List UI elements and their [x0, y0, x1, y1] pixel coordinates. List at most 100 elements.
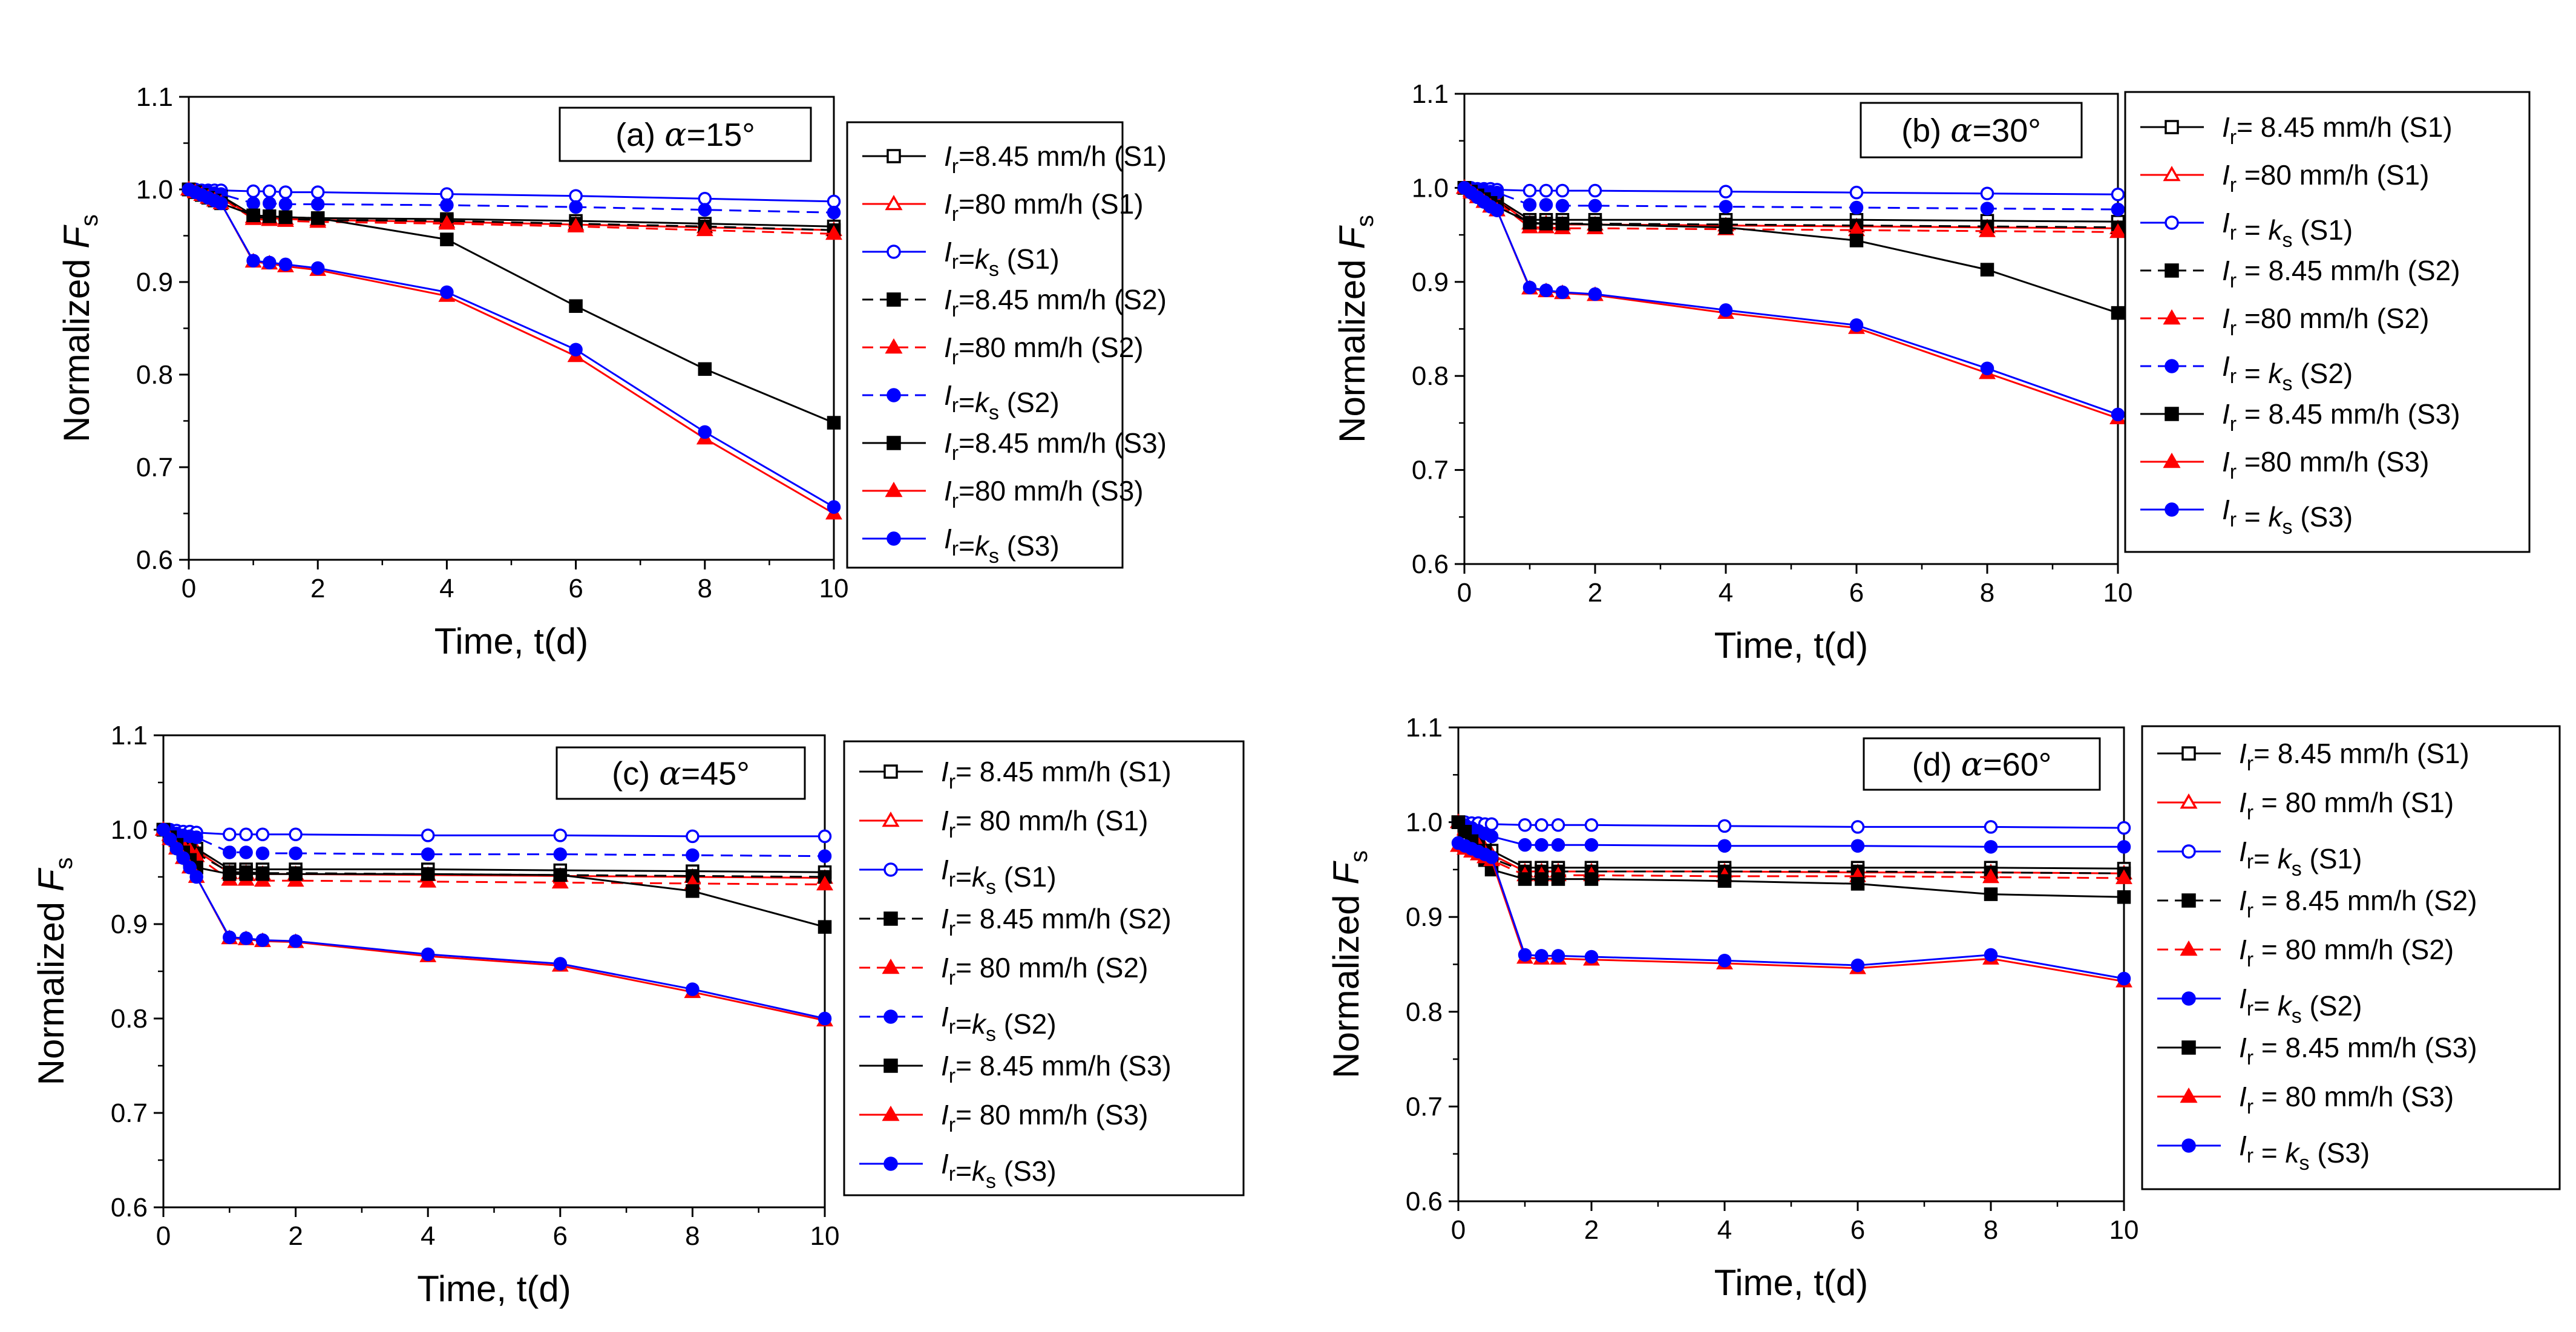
data-point	[1849, 185, 1864, 200]
legend-label: Ir= 8.45 mm/h (S1)	[941, 756, 1172, 793]
data-point	[553, 847, 568, 861]
data-point	[686, 884, 700, 898]
y-tick-label: 0.7	[136, 453, 173, 482]
y-tick-label: 1.1	[1406, 713, 1443, 743]
panel-label-box	[1863, 737, 2101, 791]
y-axis-title: Normalized Fs	[1326, 850, 1372, 1078]
series-line	[1464, 187, 2119, 233]
series-9	[156, 822, 832, 1026]
data-point	[696, 221, 713, 237]
legend-entry-2: Ir=80 mm/h (S1)	[862, 188, 1144, 226]
legend-label: Ir = 8.45 mm/h (S3)	[2222, 398, 2460, 436]
data-point	[1717, 953, 1732, 968]
legend-entry-8: Ir = 80 mm/h (S3)	[2157, 1081, 2454, 1118]
legend-entry-5: Ir= 80 mm/h (S2)	[859, 952, 1148, 989]
chart-panel-a: 0.6 0.7 0.8 0.9 1.0 1.1 0 2 4 6 8 10 Time, t(d) Norma…	[56, 82, 1167, 661]
legend-marker	[887, 436, 901, 450]
data-point	[1518, 948, 1532, 962]
x-tick-label: 6	[553, 1221, 568, 1251]
data-point	[1539, 183, 1553, 198]
y-tick-label: 0.8	[136, 360, 173, 390]
legend-marker	[885, 481, 903, 497]
legend-label: Ir = 80 mm/h (S3)	[2239, 1081, 2454, 1118]
data-point	[2109, 223, 2126, 238]
data-point	[1551, 818, 1565, 832]
data-point	[1522, 280, 1537, 295]
x-tick-label: 0	[182, 574, 196, 603]
x-tick-label: 0	[1451, 1215, 1466, 1245]
y-tick-label: 1.0	[1412, 173, 1449, 203]
legend-entry-5: Ir=80 mm/h (S2)	[862, 332, 1144, 369]
legend-entry-3: Ir = ks (S1)	[2140, 207, 2353, 252]
data-point	[686, 829, 700, 844]
legend-label: Ir= 80 mm/h (S2)	[941, 952, 1148, 989]
legend-label: Ir=8.45 mm/h (S3)	[944, 427, 1167, 465]
data-point	[816, 876, 833, 891]
x-tick-label: 10	[2109, 1215, 2139, 1245]
x-tick-label: 2	[310, 574, 325, 603]
legend-label: Ir=ks (S3)	[944, 523, 1060, 568]
data-point	[239, 931, 253, 945]
data-point	[1539, 217, 1553, 231]
data-point	[1588, 198, 1602, 213]
y-tick-label: 0.8	[1406, 997, 1443, 1027]
legend-entry-9: Ir=ks (S3)	[859, 1148, 1057, 1193]
legend-marker	[887, 149, 901, 163]
y-tick-label: 0.9	[1412, 267, 1449, 297]
legend-label: Ir= 80 mm/h (S1)	[941, 805, 1148, 842]
legend-entry-9: Ir=ks (S3)	[862, 523, 1060, 568]
legend-label: Ir = ks (S2)	[2222, 350, 2353, 395]
legend-entry-5: Ir = 80 mm/h (S2)	[2157, 934, 2454, 971]
data-point	[156, 822, 171, 837]
x-tick-label: 6	[1849, 578, 1864, 608]
data-point	[289, 846, 303, 861]
data-point	[255, 867, 270, 881]
legend-marker	[2180, 940, 2198, 956]
data-point	[255, 846, 270, 861]
legend-label: Ir= 8.45 mm/h (S1)	[2239, 738, 2469, 775]
data-point	[1719, 303, 1733, 317]
legend-marker	[2165, 359, 2179, 373]
y-tick-label: 0.7	[1406, 1092, 1443, 1121]
legend-entry-2: Ir =80 mm/h (S1)	[2140, 159, 2429, 197]
data-point	[2117, 890, 2131, 904]
data-point	[1984, 840, 1998, 854]
legend-entry-2: Ir= 80 mm/h (S1)	[859, 805, 1148, 842]
data-point	[1979, 222, 1996, 237]
data-point	[1984, 887, 1998, 901]
data-point	[2116, 869, 2132, 884]
legend-marker	[2181, 893, 2196, 908]
legend-label: Ir= 80 mm/h (S3)	[941, 1099, 1148, 1137]
data-point	[1584, 838, 1599, 852]
data-point	[686, 982, 700, 996]
legend-label: Ir =80 mm/h (S1)	[2222, 159, 2429, 197]
legend-marker	[2165, 263, 2179, 278]
data-point	[553, 957, 568, 971]
data-point	[239, 867, 253, 881]
data-point	[1588, 287, 1602, 301]
legend-entry-8: Ir=80 mm/h (S3)	[862, 475, 1144, 513]
legend-entry-1: Ir= 8.45 mm/h (S1)	[859, 756, 1172, 793]
legend-label: Ir = 80 mm/h (S2)	[2239, 934, 2454, 971]
legend-marker	[2181, 991, 2196, 1006]
data-point	[698, 425, 712, 439]
data-point	[421, 828, 435, 842]
legend-entry-2: Ir = 80 mm/h (S1)	[2157, 787, 2454, 824]
data-point	[255, 827, 270, 842]
legend-entry-6: Ir=ks (S2)	[859, 1001, 1057, 1046]
legend-marker	[2181, 746, 2196, 761]
data-point	[818, 829, 832, 844]
panel-label-box	[1860, 102, 2083, 159]
x-tick-label: 6	[1850, 1215, 1865, 1245]
panel-label: (b) α=30°	[1901, 111, 2041, 149]
data-point	[169, 841, 184, 856]
panel-label: (a) α=15°	[615, 116, 755, 154]
data-point	[827, 206, 841, 220]
x-tick-label: 10	[810, 1221, 840, 1251]
data-point	[176, 851, 191, 865]
data-point	[421, 847, 435, 861]
legend-entry-6: Ir=ks (S2)	[862, 379, 1060, 424]
x-axis-title: Time, t(d)	[1714, 1262, 1868, 1303]
data-point	[553, 868, 568, 882]
data-point	[278, 185, 293, 199]
